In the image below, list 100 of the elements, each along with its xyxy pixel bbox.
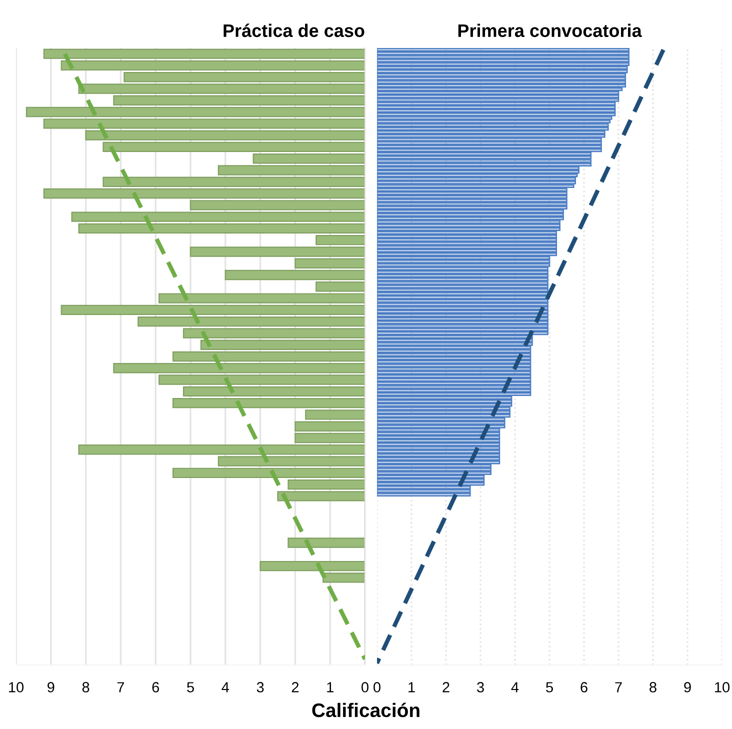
bar [377, 69, 628, 74]
bar [377, 245, 558, 249]
bar [377, 188, 568, 192]
x-tick-label: 10 [715, 682, 730, 692]
x-tick-label: 8 [650, 682, 656, 692]
bar [377, 331, 548, 336]
bar [377, 108, 616, 113]
bar [288, 538, 365, 548]
bar [377, 209, 564, 214]
x-tick-label: 7 [117, 682, 124, 692]
bar [377, 442, 500, 446]
bar [377, 424, 506, 428]
chart-title: Primera convocatoria [458, 24, 642, 38]
x-tick-label: 9 [684, 682, 691, 692]
bar [377, 144, 602, 149]
bar [377, 212, 564, 217]
bar [377, 66, 628, 70]
bar [377, 224, 560, 228]
bar [377, 360, 532, 364]
bar [377, 382, 532, 386]
bar [377, 302, 548, 306]
bar [377, 356, 532, 360]
bar [377, 84, 626, 88]
bar [377, 281, 548, 285]
bar [377, 453, 500, 458]
bar [377, 438, 500, 443]
bar [377, 352, 532, 357]
bar [377, 334, 533, 339]
bar [377, 130, 606, 134]
bar [377, 138, 602, 142]
bar [377, 364, 532, 368]
bar [377, 159, 592, 163]
bar [377, 148, 602, 152]
bar [377, 342, 533, 346]
bar [377, 486, 471, 490]
bar [377, 73, 626, 77]
bar [377, 446, 500, 450]
bar [377, 292, 548, 296]
bar [377, 116, 612, 120]
x-tick-label: 4 [511, 682, 519, 692]
bar [377, 492, 471, 496]
bar [377, 406, 510, 410]
bar [377, 152, 592, 156]
bar [377, 349, 532, 353]
bar [377, 403, 512, 407]
bar [377, 177, 576, 181]
bar [377, 399, 512, 404]
bar [377, 310, 548, 314]
bar [377, 378, 532, 382]
chart-title: Práctica de caso [224, 24, 364, 38]
x-tick-label: 3 [256, 682, 264, 692]
x-tick-label: 0 [374, 682, 380, 692]
bar [377, 202, 568, 206]
bar [377, 328, 548, 332]
bar [377, 242, 558, 246]
bar [377, 277, 548, 282]
bar [377, 126, 609, 131]
x-tick-label: 1 [327, 682, 334, 692]
bar [377, 270, 548, 274]
bar [377, 141, 602, 145]
bar [377, 295, 548, 300]
bar [377, 471, 492, 475]
bar [377, 320, 548, 324]
bar [377, 238, 558, 242]
bar [377, 227, 560, 232]
x-tick-label: 6 [580, 682, 588, 692]
bar [377, 367, 532, 371]
x-tick-label: 5 [546, 682, 553, 692]
bar [377, 414, 510, 418]
bar [377, 324, 548, 328]
bar [377, 87, 623, 92]
bar [377, 374, 532, 378]
bar [377, 417, 506, 422]
bar [377, 123, 609, 128]
x-tick-label: 1 [408, 682, 415, 692]
bar [377, 385, 532, 389]
bar [377, 230, 558, 235]
bar [377, 90, 620, 95]
x-tick-label: 9 [48, 682, 54, 692]
bar [377, 346, 532, 350]
bar [377, 252, 558, 256]
x-tick-label: 10 [9, 682, 24, 692]
bar [377, 306, 548, 310]
bar [377, 370, 532, 375]
bar [377, 98, 620, 102]
bar [377, 468, 492, 472]
bar [377, 58, 630, 62]
x-tick-label: 3 [477, 682, 484, 692]
x-tick-label: 0 [362, 682, 368, 692]
bar [377, 263, 550, 267]
x-tick-label: 7 [615, 682, 622, 692]
bar [377, 396, 512, 400]
bar [377, 105, 616, 110]
bar [377, 112, 616, 116]
bar [377, 94, 620, 98]
bar [377, 166, 580, 170]
bar [377, 55, 630, 59]
bar [377, 194, 568, 199]
bar [377, 410, 510, 414]
bar [377, 216, 564, 220]
